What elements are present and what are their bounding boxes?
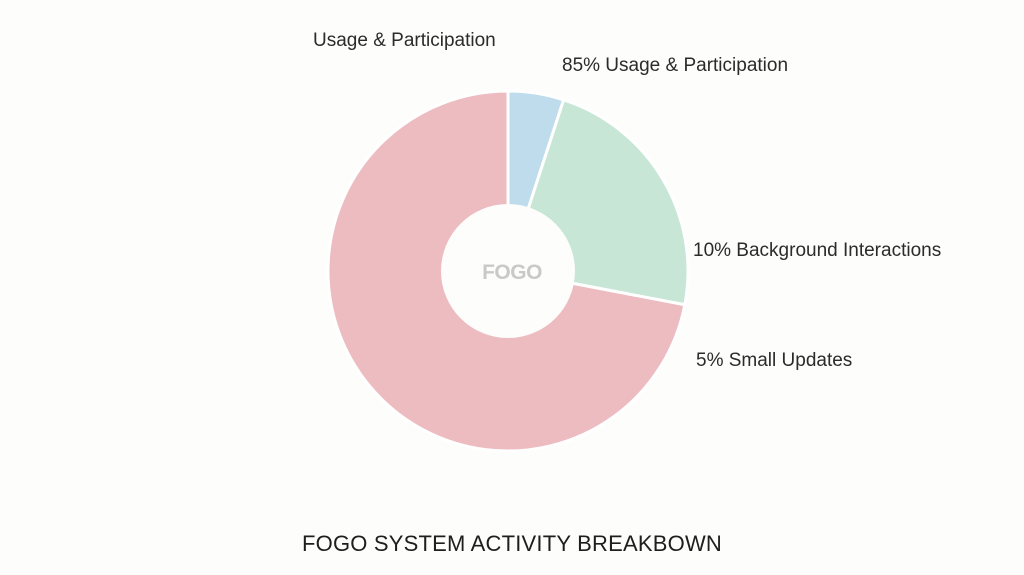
legend-heading: Usage & Participation <box>313 30 496 51</box>
annotation-background-interactions: 10% Background Interactions <box>693 240 942 261</box>
chart-title: FOGO SYSTEM ACTIVITY BREAKBOWN <box>302 531 722 556</box>
annotation-small-updates: 5% Small Updates <box>696 350 853 371</box>
annotation-usage-participation: 85% Usage & Participation <box>562 55 789 76</box>
donut-hole <box>441 204 575 338</box>
center-logo-label: FOGO <box>482 261 542 284</box>
